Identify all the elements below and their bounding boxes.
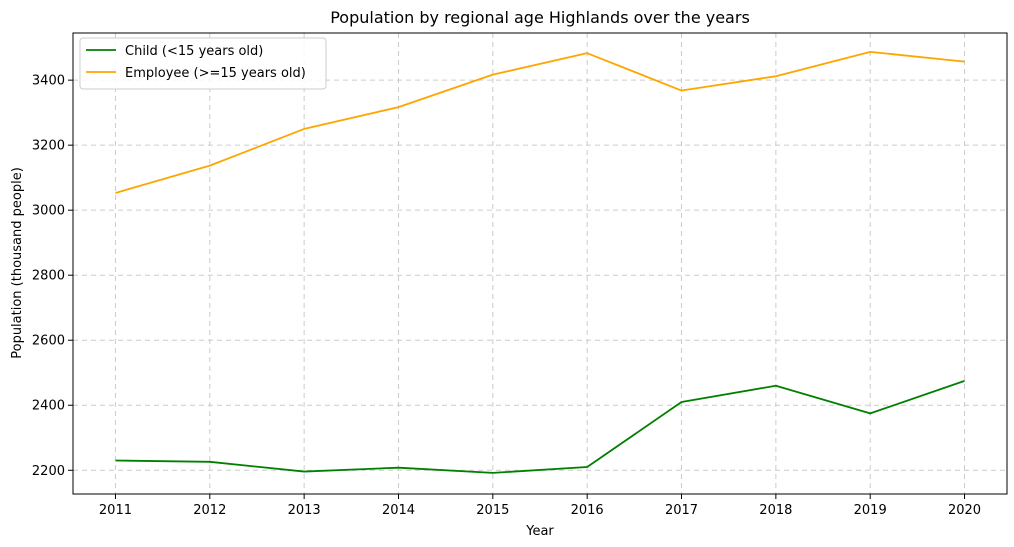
data-point xyxy=(302,470,306,474)
plot-frame xyxy=(72,32,1008,495)
data-point xyxy=(774,74,778,78)
chart-title: Population by regional age Highlands ove… xyxy=(330,8,750,27)
y-tick-label: 2600 xyxy=(32,334,65,349)
y-tick-label: 2200 xyxy=(32,464,65,479)
x-tick-label: 2016 xyxy=(571,503,604,518)
y-tick-label: 2800 xyxy=(32,269,65,284)
data-point xyxy=(585,465,589,469)
y-axis-label: Population (thousand people) xyxy=(10,167,25,359)
data-point xyxy=(396,466,400,470)
x-tick-label: 2013 xyxy=(288,503,321,518)
x-tick-label: 2011 xyxy=(99,503,132,518)
y-axis: 2200 2400 2600 2800 3000 3200 3400 xyxy=(32,74,73,479)
x-tick-label: 2020 xyxy=(948,503,981,518)
data-point xyxy=(868,411,872,415)
data-point xyxy=(680,89,684,93)
data-point xyxy=(963,379,967,383)
x-axis: 2011 2012 2013 2014 2015 2016 2017 2018 2019 2020 xyxy=(99,494,981,518)
data-point xyxy=(774,384,778,388)
data-point xyxy=(491,471,495,475)
x-tick-label: 2012 xyxy=(193,503,226,518)
x-tick-label: 2019 xyxy=(854,503,887,518)
x-tick-label: 2017 xyxy=(665,503,698,518)
data-point xyxy=(208,460,212,464)
y-tick-label: 3000 xyxy=(32,204,65,219)
series-line-1 xyxy=(115,380,965,474)
data-point xyxy=(491,73,495,77)
data-point xyxy=(680,400,684,404)
y-tick-label: 3400 xyxy=(32,74,65,89)
data-point xyxy=(302,127,306,131)
grid xyxy=(73,33,1007,494)
series-line-2 xyxy=(115,50,965,194)
legend: Child (<15 years old) Employee (>=15 year… xyxy=(79,37,327,90)
legend-box xyxy=(79,37,327,90)
data-point xyxy=(113,191,117,195)
x-axis-label: Year xyxy=(525,524,554,539)
data-point xyxy=(963,60,967,64)
data-point xyxy=(396,105,400,109)
legend-label: Employee (>=15 years old) xyxy=(125,66,306,81)
y-tick-label: 3200 xyxy=(32,139,65,154)
data-point xyxy=(868,50,872,54)
series-layer xyxy=(113,50,967,475)
data-point xyxy=(113,459,117,463)
y-tick-label: 2400 xyxy=(32,399,65,414)
legend-label: Child (<15 years old) xyxy=(125,44,263,59)
x-tick-label: 2015 xyxy=(476,503,509,518)
data-point xyxy=(585,51,589,55)
x-tick-label: 2014 xyxy=(382,503,415,518)
data-point xyxy=(208,164,212,168)
x-tick-label: 2018 xyxy=(759,503,792,518)
